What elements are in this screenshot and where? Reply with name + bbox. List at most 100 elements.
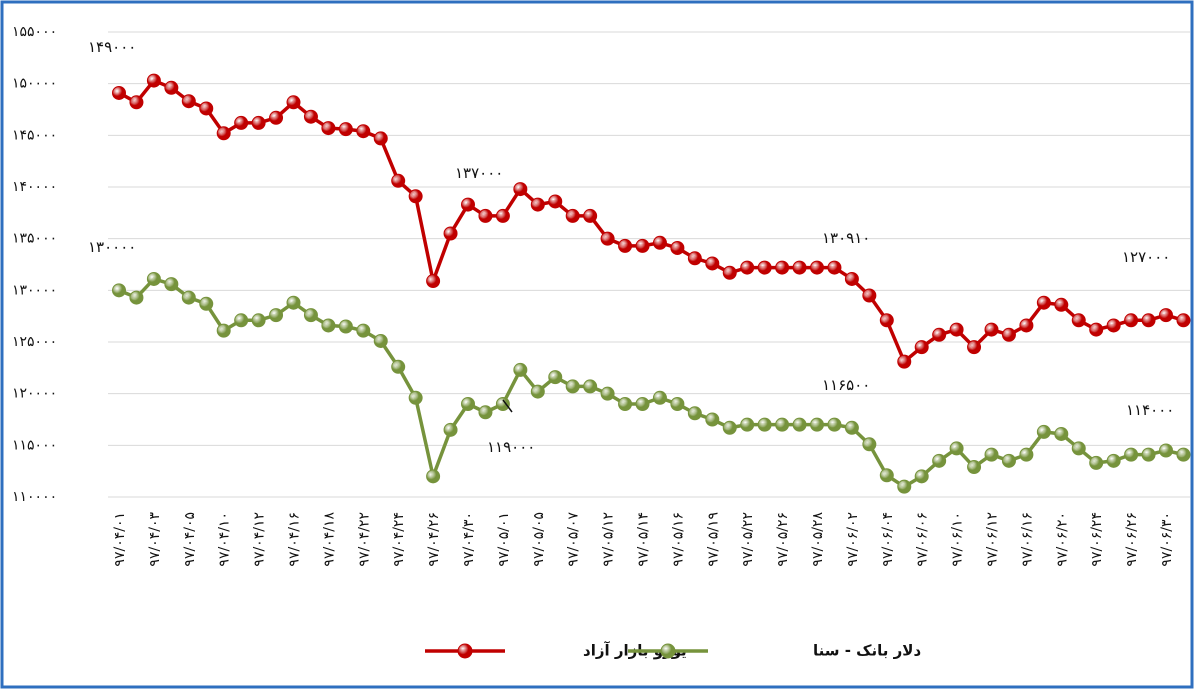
point <box>408 390 423 405</box>
x-tick-label: ۹۷/۰۴/۰۱ <box>112 512 128 567</box>
x-tick-label: ۹۷/۰۶/۳۰ <box>1159 512 1175 567</box>
point <box>251 115 266 130</box>
point <box>356 124 371 139</box>
x-tick-label: ۹۷/۰۵/۱۶ <box>670 512 686 567</box>
point <box>164 277 179 292</box>
x-tick-label: ۹۷/۰۴/۰۵ <box>182 512 198 567</box>
y-tick-label: ۱۳۰۰۰۰ <box>12 282 57 298</box>
annotation: ۱۳۰۹۱۰ <box>822 229 870 247</box>
point <box>897 479 912 494</box>
point <box>949 322 964 337</box>
x-tick-label: ۹۷/۰۶/۱۰ <box>950 512 966 567</box>
point <box>146 271 161 286</box>
annotation-pointer <box>502 399 513 413</box>
x-tick-label: ۹۷/۰۵/۱۲ <box>601 512 617 567</box>
point <box>495 208 510 223</box>
point <box>652 235 667 250</box>
point <box>810 260 824 275</box>
point <box>740 417 755 432</box>
point <box>181 94 196 109</box>
point <box>897 354 912 369</box>
point <box>1019 447 1034 462</box>
point <box>234 115 249 130</box>
point <box>478 405 493 420</box>
x-tick-label: ۹۷/۰۴/۱۸ <box>321 512 337 567</box>
point <box>269 110 284 125</box>
point <box>1159 443 1173 458</box>
point <box>338 122 353 137</box>
point <box>844 420 859 435</box>
x-tick-label: ۹۷/۰۵/۰۵ <box>531 512 547 567</box>
point <box>967 340 982 355</box>
point <box>373 333 388 348</box>
point <box>827 417 842 432</box>
x-tick-label: ۹۷/۰۶/۲۰ <box>1054 512 1070 567</box>
point <box>862 437 877 452</box>
legend-marker <box>457 643 473 659</box>
point <box>426 274 441 289</box>
point <box>583 208 598 223</box>
point <box>426 469 441 484</box>
x-tick-label: ۹۷/۰۴/۲۲ <box>356 512 372 567</box>
point <box>303 308 318 323</box>
x-tick-label: ۹۷/۰۵/۰۷ <box>566 512 582 567</box>
annotation: ۱۱۶۵۰۰ <box>822 376 870 394</box>
point <box>1141 447 1156 462</box>
x-tick-label: ۹۷/۰۵/۲۶ <box>775 512 791 567</box>
point <box>181 290 196 305</box>
point <box>251 313 266 328</box>
point <box>338 319 353 334</box>
point <box>303 109 318 124</box>
point <box>1054 426 1069 441</box>
point <box>1141 313 1156 328</box>
annotation: ۱۱۹۰۰۰ <box>487 438 535 456</box>
y-tick-label: ۱۴۰۰۰۰ <box>12 179 57 195</box>
x-tick-label: ۹۷/۰۵/۱۹ <box>705 512 721 567</box>
annotation: ۱۳۷۰۰۰ <box>455 164 503 182</box>
point <box>216 126 231 141</box>
point <box>408 189 423 204</box>
point <box>879 468 894 483</box>
point <box>705 412 720 427</box>
y-tick-label: ۱۳۵۰۰۰ <box>12 231 57 247</box>
point <box>810 417 824 432</box>
point <box>1001 453 1016 468</box>
y-tick-label: ۱۵۰۰۰۰ <box>12 76 57 92</box>
point <box>670 397 685 411</box>
point <box>286 295 301 310</box>
point <box>321 121 336 136</box>
point <box>844 271 859 286</box>
x-tick-label: ۹۷/۰۴/۱۶ <box>287 512 303 567</box>
point <box>687 251 702 266</box>
annotation: ۱۳۰۰۰۰ <box>88 238 136 256</box>
point <box>1089 322 1104 337</box>
x-tick-label: ۹۷/۰۶/۱۲ <box>985 512 1001 567</box>
x-tick-label: ۹۷/۰۵/۲۲ <box>740 512 756 567</box>
point <box>984 447 999 462</box>
point <box>129 290 144 305</box>
point <box>722 420 737 435</box>
point <box>269 308 284 323</box>
point <box>443 226 458 241</box>
point <box>1176 313 1191 328</box>
point <box>1089 455 1104 470</box>
y-tick-label: ۱۲۵۰۰۰ <box>12 334 57 350</box>
point <box>199 296 214 311</box>
point <box>984 322 999 337</box>
point <box>461 197 475 212</box>
point <box>792 260 807 275</box>
point <box>618 238 633 253</box>
x-tick-label: ۹۷/۰۵/۰۱ <box>496 512 512 567</box>
point <box>530 197 545 212</box>
annotation: ۱۴۹۰۰۰ <box>88 38 136 56</box>
point <box>1106 318 1121 333</box>
x-tick-label: ۹۷/۰۴/۳۰ <box>461 512 477 567</box>
point <box>548 370 563 385</box>
point <box>932 453 947 468</box>
point <box>1124 313 1139 328</box>
point <box>164 80 179 95</box>
point <box>914 340 929 355</box>
point <box>461 397 475 411</box>
point <box>495 397 510 411</box>
